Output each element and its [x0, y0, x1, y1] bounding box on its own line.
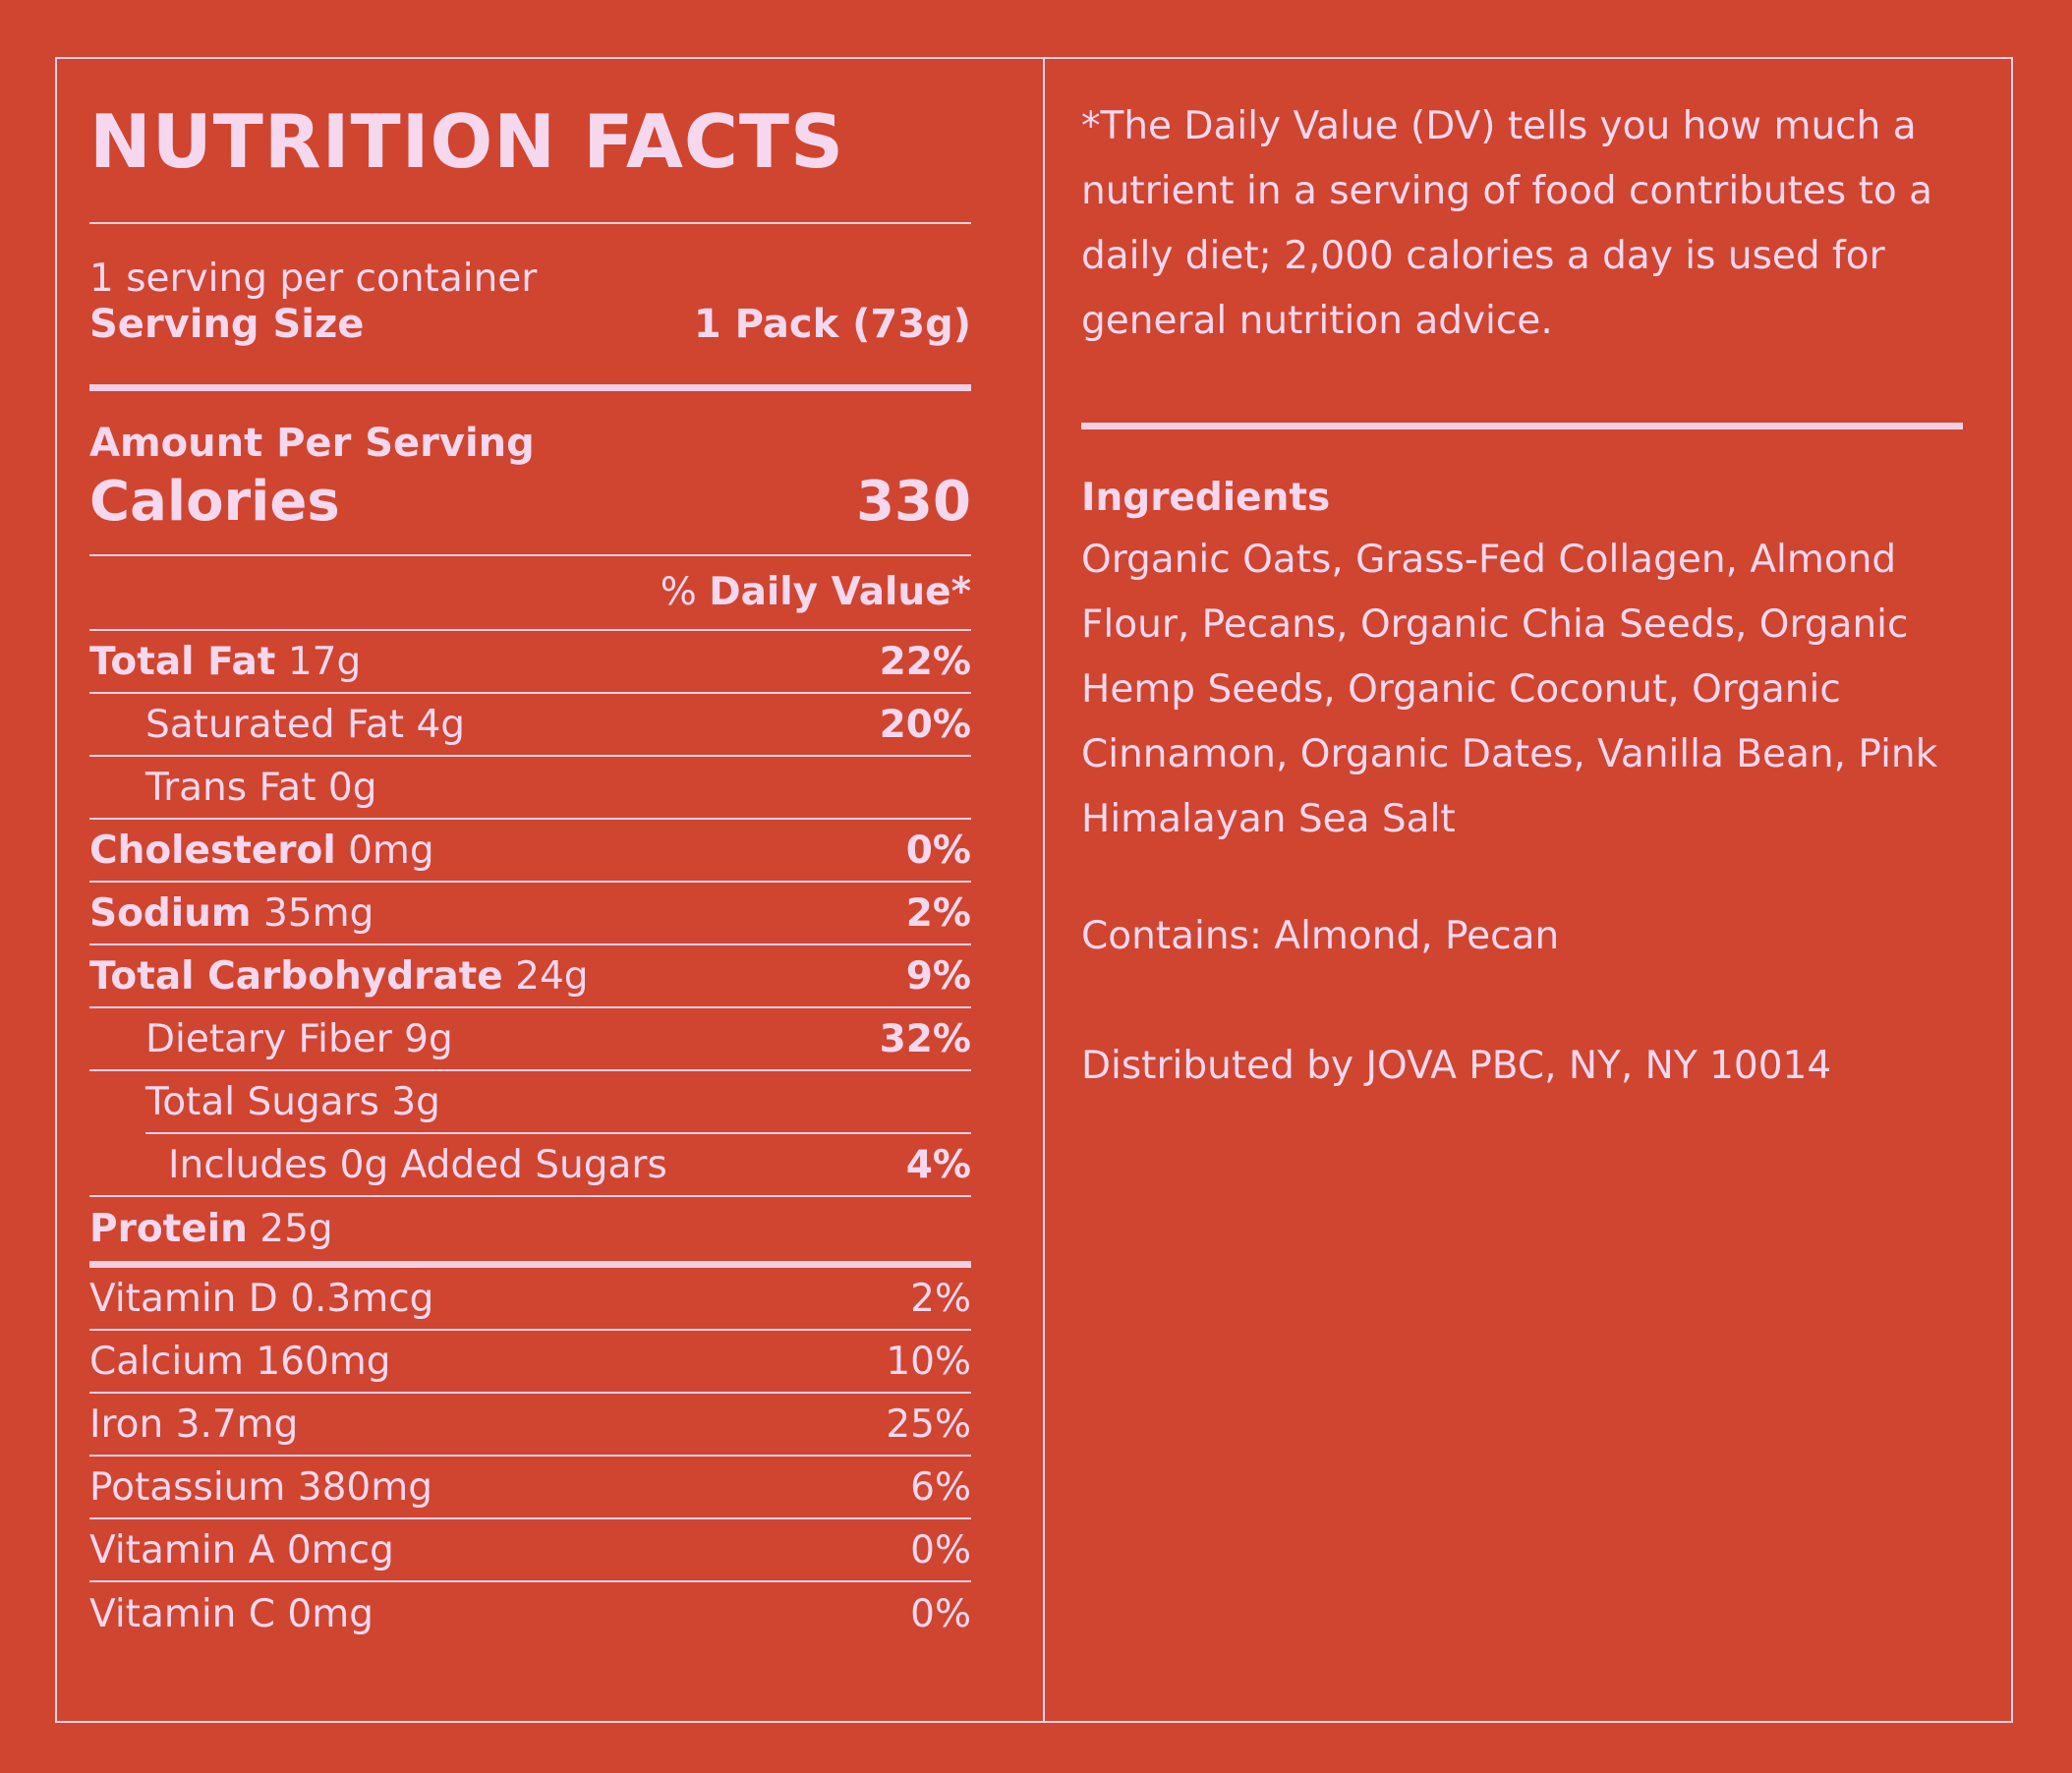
ingredients-heading: Ingredients — [1081, 476, 1331, 520]
nutrient-name: Total Sugars 3g — [145, 1079, 440, 1124]
nutrient-row-saturated-fat: Saturated Fat 4g 20% — [89, 694, 971, 757]
nutrient-name: Includes 0g Added Sugars — [168, 1142, 667, 1187]
rule — [89, 384, 971, 391]
nutrient-amount: 25g — [259, 1207, 333, 1251]
nutrient-amount: 17g — [287, 639, 362, 684]
nutrient-name: Dietary Fiber 9g — [145, 1016, 453, 1061]
daily-value-label: Daily Value* — [709, 570, 971, 614]
vitamin-name: Calcium 160mg — [89, 1339, 391, 1384]
nutrient-dv: 4% — [905, 1142, 971, 1187]
nutrient-row-sodium: Sodium 35mg 2% — [89, 883, 971, 945]
vitamin-row-vitamin-d: Vitamin D 0.3mcg 2% — [89, 1268, 971, 1331]
vitamin-name: Vitamin C 0mg — [89, 1591, 374, 1636]
nutrition-panel: NUTRITION FACTS 1 serving per container … — [89, 88, 971, 1645]
daily-value-note: *The Daily Value (DV) tells you how much… — [1081, 104, 1933, 343]
nutrient-row-dietary-fiber: Dietary Fiber 9g 32% — [89, 1008, 971, 1071]
calories-label: Calories — [89, 470, 340, 534]
vitamin-row-iron: Iron 3.7mg 25% — [89, 1394, 971, 1457]
nutrient-name: Saturated Fat 4g — [145, 702, 466, 747]
daily-value-header: % Daily Value* — [89, 556, 971, 629]
nutrient-dv: 9% — [905, 953, 971, 999]
nutrient-name: Total Fat — [89, 639, 276, 684]
rule — [1081, 423, 1963, 429]
nutrient-dv: 20% — [879, 702, 971, 747]
nutrient-row-protein: Protein 25g — [89, 1197, 971, 1268]
calories-row: Calories 330 — [89, 468, 971, 537]
vitamin-row-vitamin-a: Vitamin A 0mcg 0% — [89, 1519, 971, 1582]
vitamin-dv: 0% — [910, 1591, 971, 1636]
vitamin-name: Potassium 380mg — [89, 1464, 432, 1510]
vitamin-dv: 10% — [886, 1339, 971, 1384]
vitamin-row-vitamin-c: Vitamin C 0mg 0% — [89, 1582, 971, 1645]
nutrient-dv: 2% — [905, 890, 971, 936]
rule — [89, 222, 971, 224]
vitamin-dv: 6% — [910, 1464, 971, 1510]
rule — [89, 629, 971, 631]
nutrient-row-total-fat: Total Fat 17g 22% — [89, 631, 971, 694]
nutrient-dv: 0% — [905, 828, 971, 873]
nutrient-amount: 0mg — [348, 828, 434, 873]
nutrient-dv: 32% — [879, 1016, 971, 1061]
page-title: NUTRITION FACTS — [89, 98, 845, 185]
serving-size-value: 1 Pack (73g) — [693, 302, 971, 347]
nutrient-name: Cholesterol — [89, 828, 336, 873]
vitamin-row-potassium: Potassium 380mg 6% — [89, 1457, 971, 1519]
nutrient-row-total-sugars: Total Sugars 3g — [145, 1071, 971, 1134]
serving-size-row: Serving Size 1 Pack (73g) — [89, 301, 971, 348]
vitamin-dv: 0% — [910, 1527, 971, 1573]
ingredients-list: Organic Oats, Grass-Fed Collagen, Almond… — [1081, 538, 1938, 841]
nutrient-row-trans-fat: Trans Fat 0g — [89, 757, 971, 820]
nutrient-dv: 22% — [879, 639, 971, 684]
rule — [89, 554, 971, 556]
info-panel: *The Daily Value (DV) tells you how much… — [1081, 94, 1966, 1092]
vitamin-name: Iron 3.7mg — [89, 1401, 299, 1447]
amount-per-serving: Amount Per Serving — [89, 421, 535, 466]
nutrient-name: Sodium — [89, 890, 252, 936]
distributor-statement: Distributed by JOVA PBC, NY, NY 10014 — [1081, 1044, 1832, 1088]
nutrient-name: Protein — [89, 1207, 248, 1251]
nutrient-row-cholesterol: Cholesterol 0mg 0% — [89, 820, 971, 883]
vitamin-dv: 25% — [886, 1401, 971, 1447]
column-divider — [1043, 57, 1045, 1723]
vitamin-row-calcium: Calcium 160mg 10% — [89, 1331, 971, 1394]
nutrient-name: Trans Fat 0g — [145, 765, 377, 810]
label-frame — [55, 57, 2013, 1723]
allergen-statement: Contains: Almond, Pecan — [1081, 914, 1560, 958]
serving-size-label: Serving Size — [89, 302, 365, 347]
nutrient-name: Total Carbohydrate — [89, 953, 503, 999]
calories-value: 330 — [856, 470, 971, 534]
nutrient-row-added-sugars: Includes 0g Added Sugars 4% — [89, 1134, 971, 1197]
servings-per-container: 1 serving per container — [89, 257, 538, 301]
nutrient-amount: 35mg — [262, 890, 374, 936]
daily-value-prefix: % — [660, 570, 710, 614]
vitamin-name: Vitamin D 0.3mcg — [89, 1276, 434, 1321]
nutrient-row-total-carbohydrate: Total Carbohydrate 24g 9% — [89, 945, 971, 1008]
vitamin-name: Vitamin A 0mcg — [89, 1527, 394, 1573]
vitamin-dv: 2% — [910, 1276, 971, 1321]
nutrient-amount: 24g — [515, 953, 589, 999]
